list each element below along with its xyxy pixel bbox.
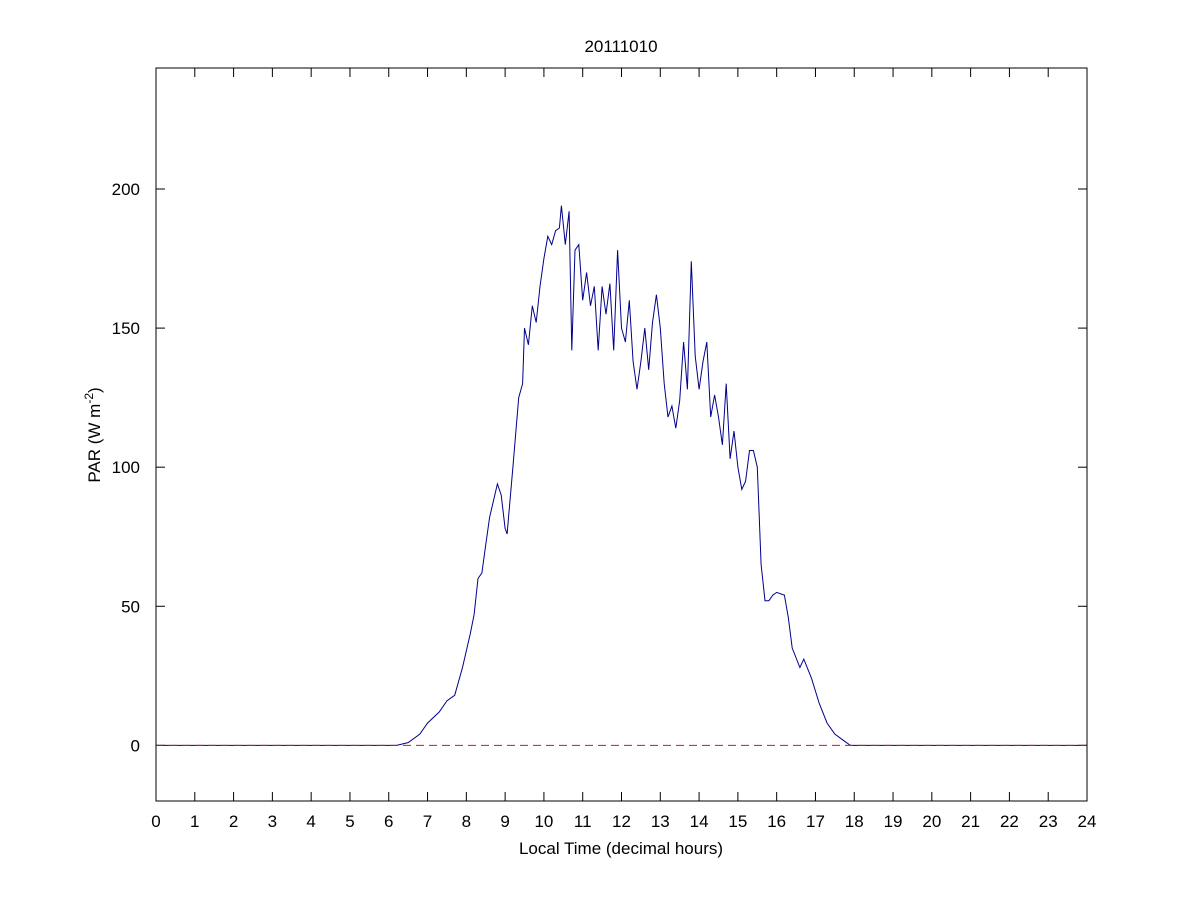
x-tick-label: 7 — [423, 812, 432, 831]
x-tick-label: 2 — [229, 812, 238, 831]
x-tick-label: 10 — [534, 812, 553, 831]
x-tick-label: 13 — [651, 812, 670, 831]
y-tick-label: 0 — [131, 736, 140, 755]
x-tick-label: 14 — [690, 812, 709, 831]
chart-title: 20111010 — [584, 37, 657, 56]
plot-frame — [155, 67, 1088, 802]
x-tick-label: 20 — [922, 812, 941, 831]
y-tick-label: 50 — [121, 597, 140, 616]
y-tick-label: 200 — [112, 180, 140, 199]
x-axis-label: Local Time (decimal hours) — [519, 839, 723, 858]
x-tick-label: 12 — [612, 812, 631, 831]
x-tick-label: 16 — [767, 812, 786, 831]
x-tick-label: 11 — [574, 812, 592, 831]
x-tick-label: 5 — [345, 812, 354, 831]
x-tick-label: 17 — [806, 812, 825, 831]
x-tick-label: 23 — [1039, 812, 1058, 831]
y-axis-label: PAR (W m-2) — [82, 387, 104, 482]
x-tick-label: 22 — [1000, 812, 1019, 831]
x-tick-label: 18 — [845, 812, 864, 831]
y-tick-label: 100 — [112, 458, 140, 477]
x-tick-label: 6 — [384, 812, 393, 831]
x-tick-label: 15 — [728, 812, 747, 831]
y-label-sup: -2 — [82, 393, 96, 404]
y-label-end: ) — [85, 387, 104, 393]
y-label-main: PAR (W m — [85, 404, 104, 483]
x-tick-label: 21 — [961, 812, 980, 831]
x-tick-label: 1 — [190, 812, 199, 831]
x-tick-label: 9 — [500, 812, 509, 831]
x-tick-label: 8 — [462, 812, 471, 831]
x-tick-label: 19 — [884, 812, 903, 831]
data-line — [156, 205, 1087, 746]
x-tick-label: 24 — [1078, 812, 1097, 831]
x-tick-label: 4 — [306, 812, 315, 831]
x-tick-label: 3 — [268, 812, 277, 831]
y-tick-label: 150 — [112, 319, 140, 338]
x-tick-label: 0 — [151, 812, 160, 831]
